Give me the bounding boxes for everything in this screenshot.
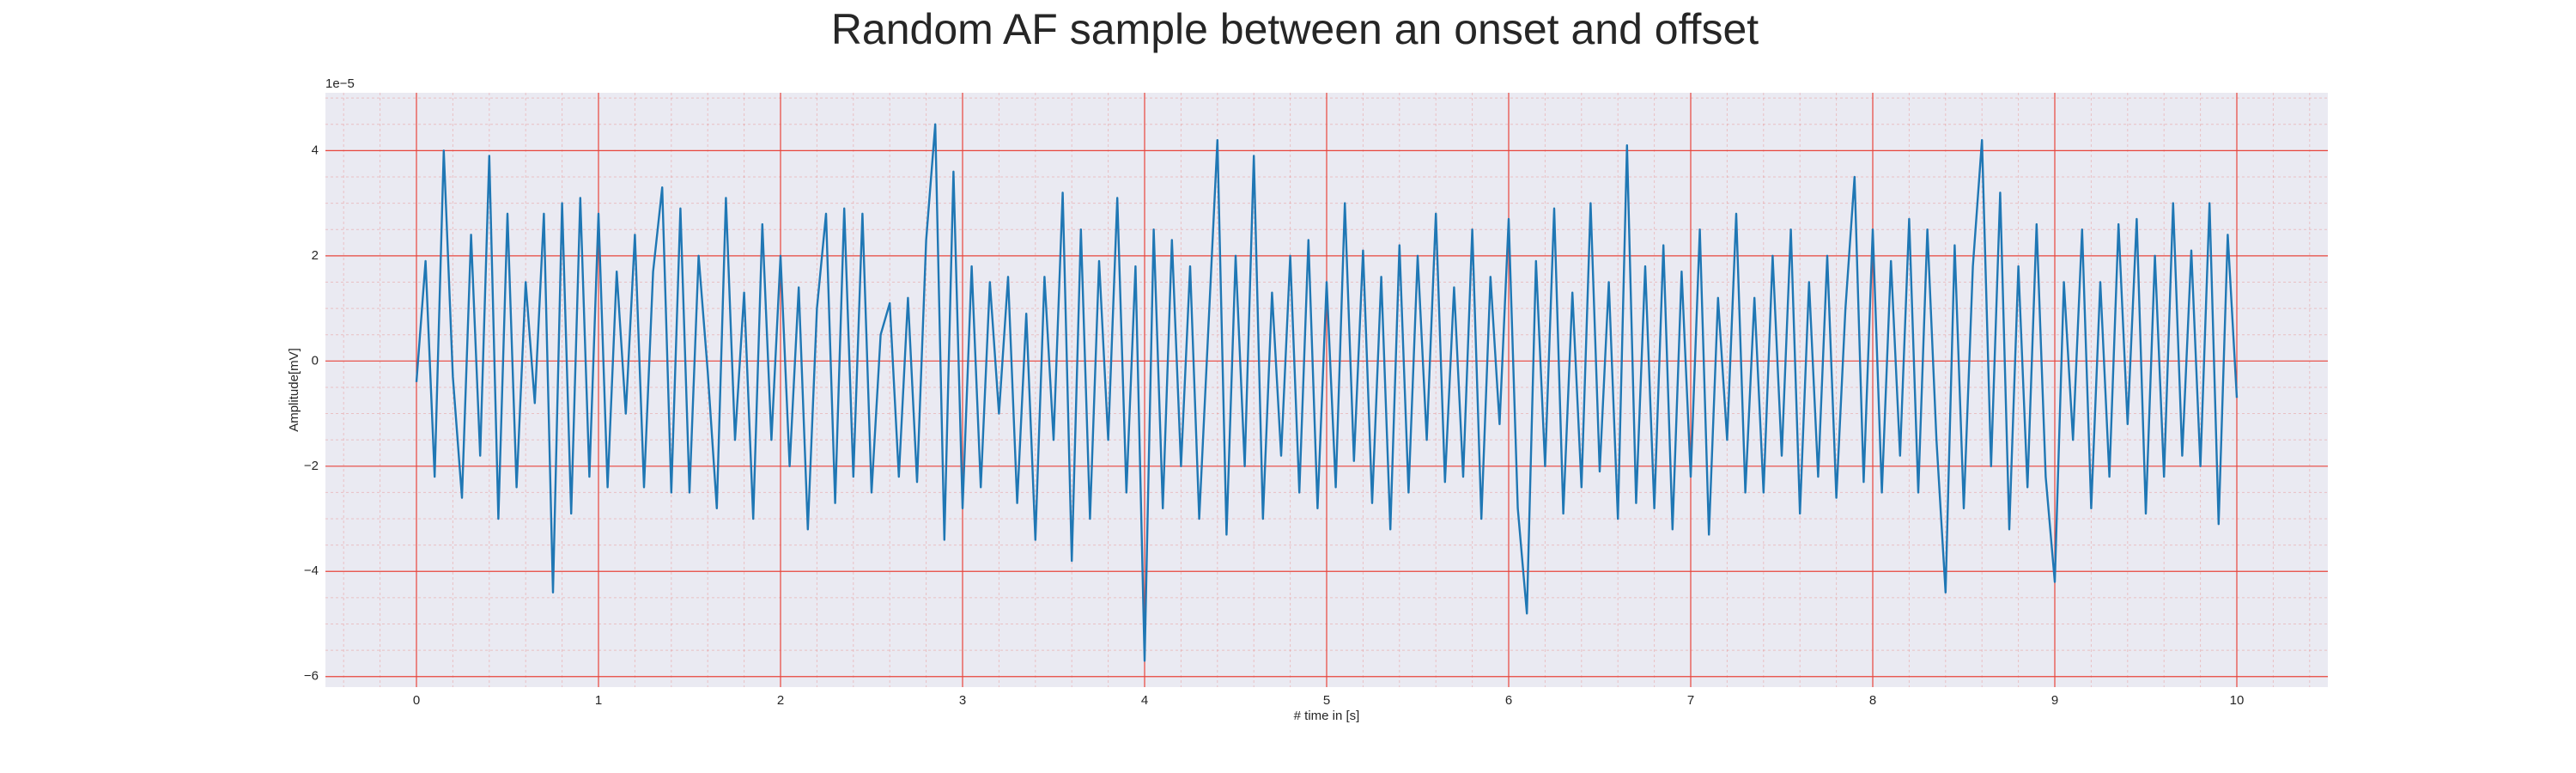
x-tick-label: 0: [413, 693, 420, 708]
x-tick-label: 1: [595, 693, 602, 708]
chart-title: Random AF sample between an onset and of…: [831, 5, 1759, 53]
y-tick-label: −4: [304, 563, 319, 578]
x-tick-label: 6: [1505, 693, 1512, 708]
offset-label: 1e−5: [325, 76, 355, 91]
x-tick-label: 7: [1687, 693, 1694, 708]
x-tick-label: 9: [2051, 693, 2058, 708]
signal-line: [415, 123, 2239, 662]
x-axis-label: # time in [s]: [1294, 709, 1360, 723]
x-tick-label: 5: [1323, 693, 1330, 708]
y-tick-label: 4: [312, 143, 319, 157]
x-tick-label: 10: [2230, 693, 2245, 708]
x-tick-label: 3: [959, 693, 966, 708]
y-tick-label: 2: [312, 248, 319, 263]
x-tick-label: 2: [777, 693, 784, 708]
y-axis-label: Amplitude[mV]: [287, 348, 301, 432]
y-tick-label: −6: [304, 669, 319, 684]
y-tick-label: −2: [304, 459, 319, 473]
x-tick-label: 8: [1869, 693, 1876, 708]
y-tick-label: 0: [312, 353, 319, 368]
x-tick-label: 4: [1141, 693, 1148, 708]
